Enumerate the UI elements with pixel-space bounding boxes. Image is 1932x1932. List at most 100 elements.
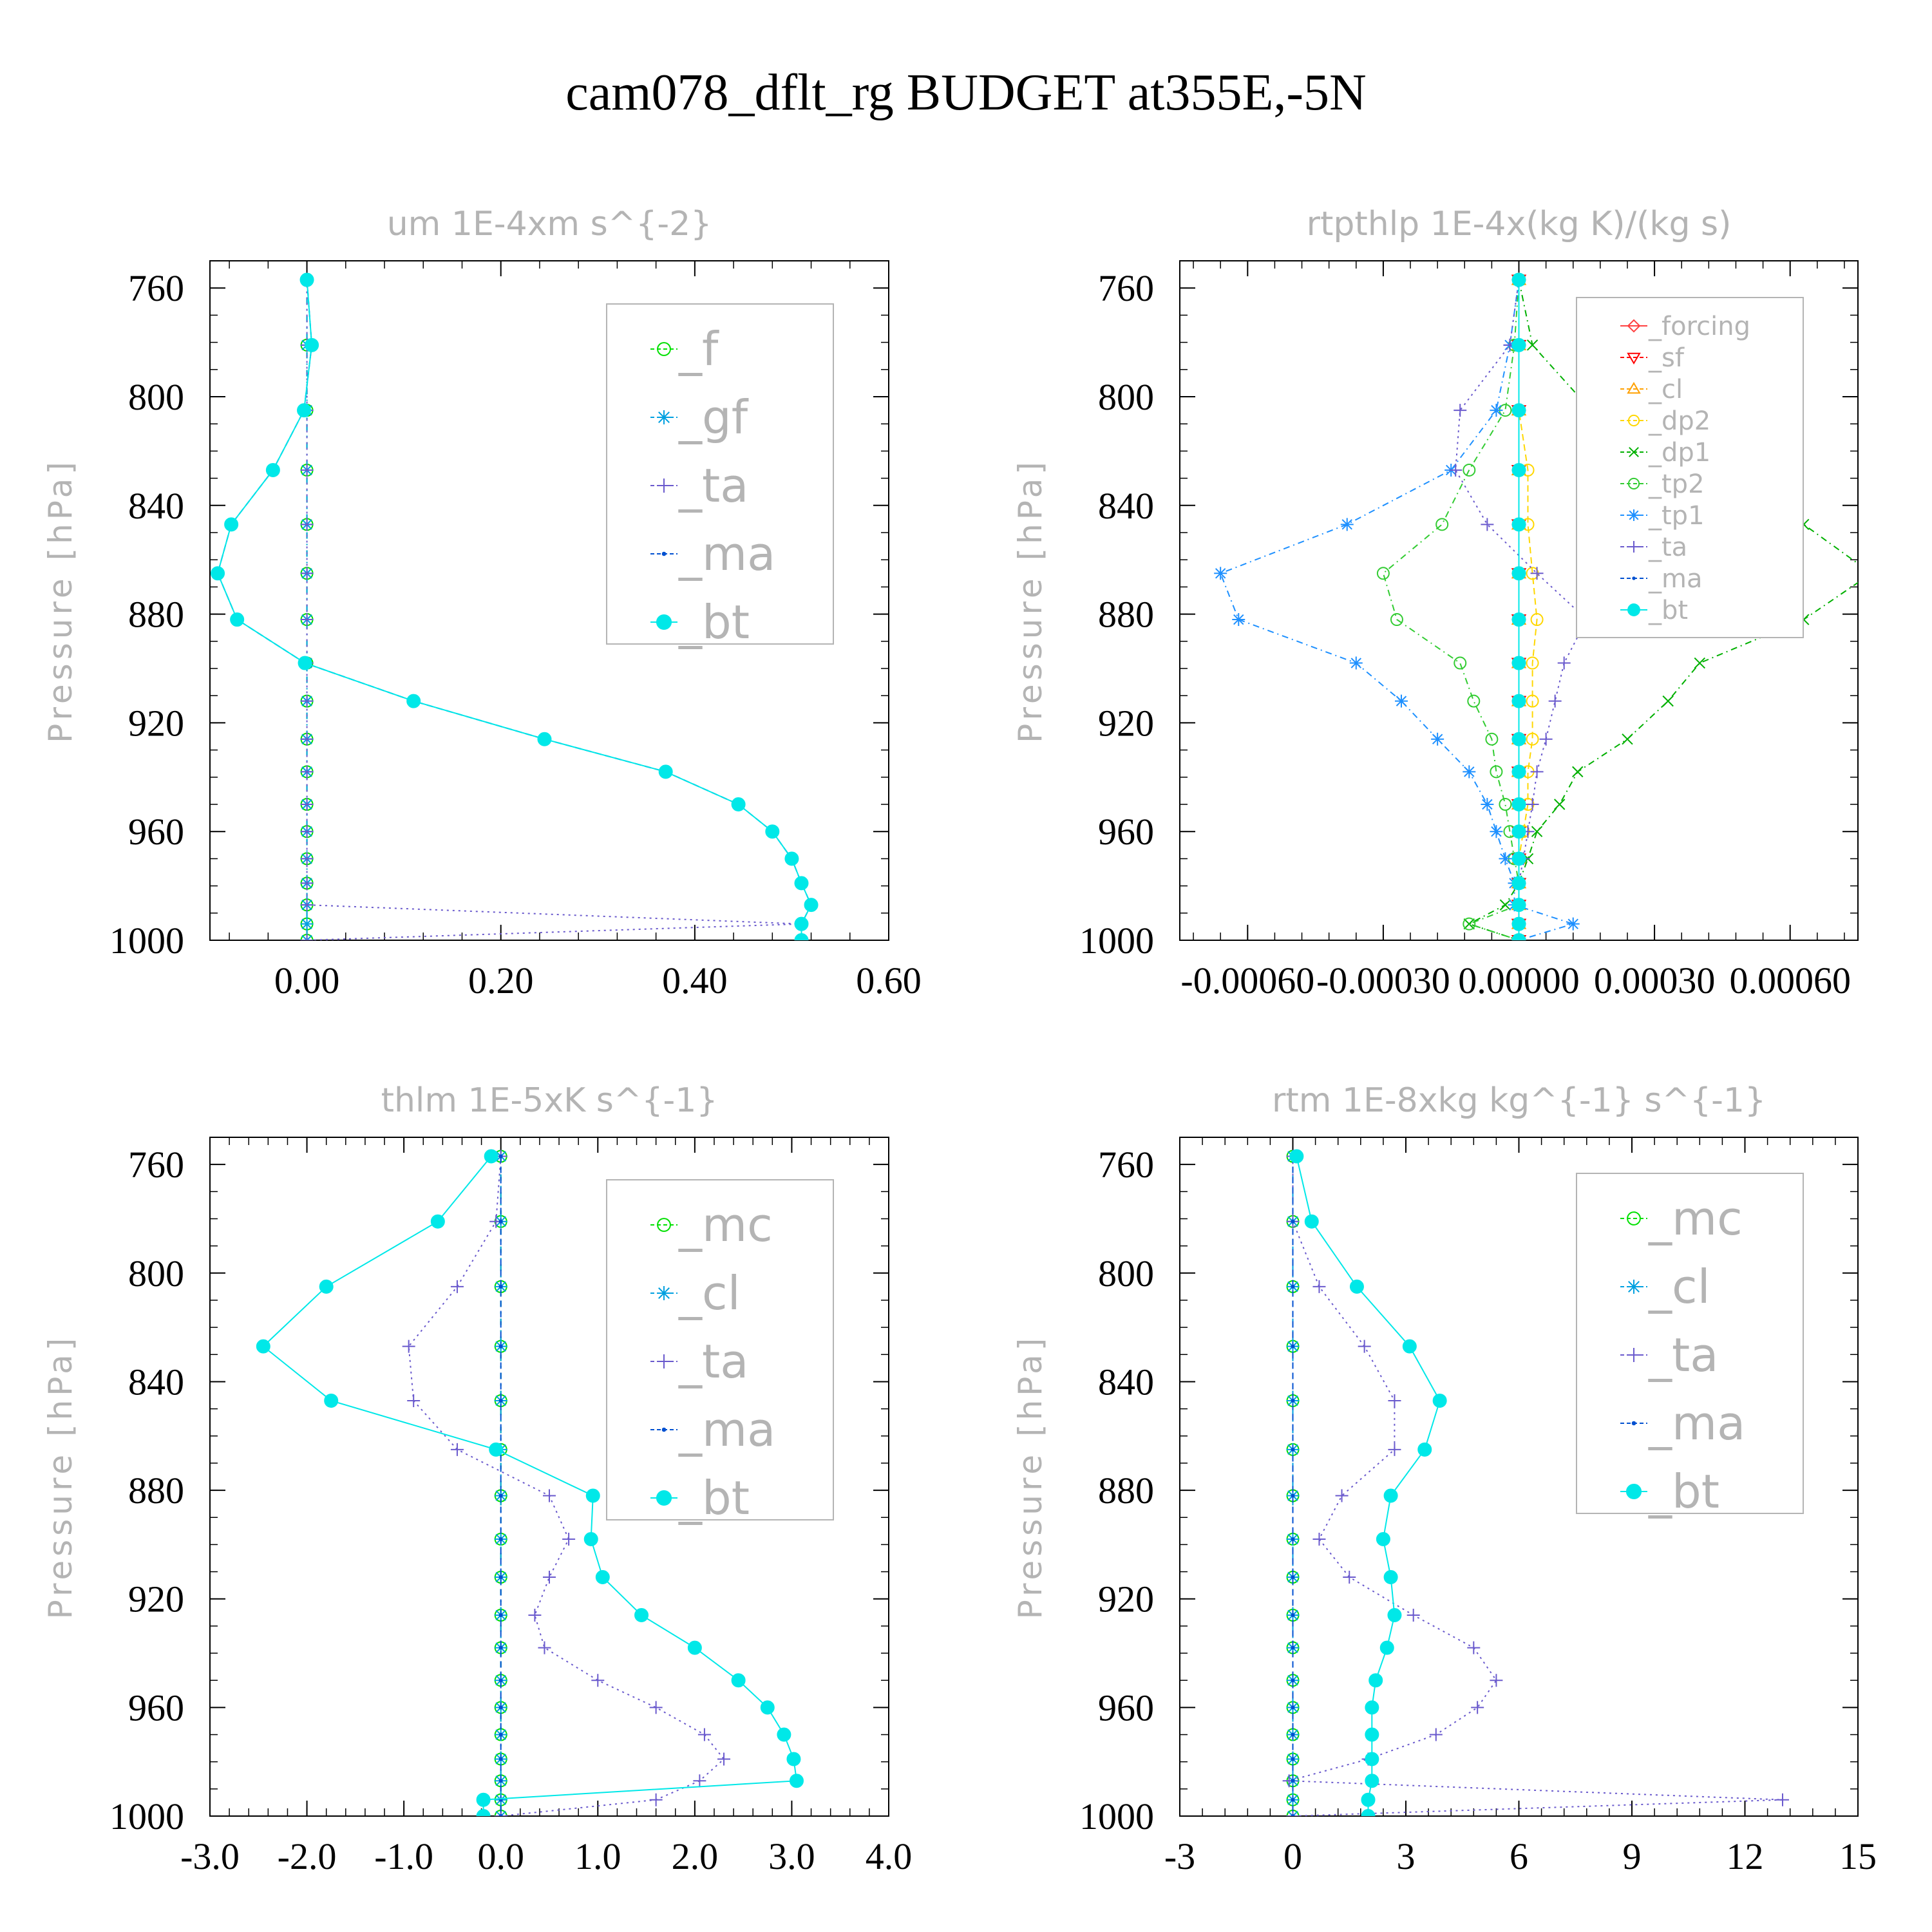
legend-marker (1629, 447, 1639, 457)
legend: _mc _cl _ta _ma _bt (606, 1179, 834, 1525)
legend-entry: _sf (1620, 343, 1685, 373)
data-point (406, 694, 421, 708)
series-bt (211, 272, 819, 940)
data-point (489, 1442, 504, 1457)
y-tick-label: 960 (128, 1687, 184, 1728)
data-point (1622, 734, 1633, 745)
data-point (1511, 656, 1526, 670)
data-point (1511, 916, 1526, 931)
data-point (265, 462, 280, 477)
data-point (430, 1214, 445, 1229)
data-point (1553, 799, 1566, 810)
legend-marker (657, 1286, 671, 1300)
x-tick-label: 0.60 (856, 960, 922, 1001)
x-tick-label: 0.00060 (1729, 960, 1851, 1001)
panel-title: rtm 1E-8xkg kg^{-1} s^{-1} (1272, 1081, 1766, 1120)
data-point (784, 851, 799, 866)
data-point (1467, 1641, 1481, 1654)
data-point (1662, 695, 1674, 707)
data-point (794, 876, 809, 891)
y-tick-label: 840 (1098, 485, 1154, 527)
y-axis-label: Pressure [hPa] (1012, 458, 1049, 743)
data-point (498, 1219, 503, 1224)
data-point (1291, 1575, 1295, 1579)
data-point (543, 1489, 556, 1502)
data-point (297, 403, 312, 418)
data-point (1291, 1757, 1295, 1761)
data-point (1291, 1493, 1295, 1498)
legend-marker (657, 410, 671, 424)
data-point (649, 1701, 663, 1714)
data-point (1499, 852, 1512, 866)
data-point (1312, 1532, 1326, 1546)
data-point (476, 1792, 491, 1807)
data-point (1368, 1673, 1383, 1688)
data-point (1291, 1645, 1295, 1650)
y-tick-label: 880 (1098, 594, 1154, 636)
legend-marker (1627, 1211, 1641, 1226)
data-point (1291, 1705, 1295, 1710)
x-tick-label: 6 (1510, 1835, 1528, 1877)
legend-marker (1627, 414, 1640, 427)
series-line (1382, 279, 1520, 940)
x-tick-label: 2.0 (672, 1835, 719, 1877)
data-point (1499, 798, 1512, 811)
legend-marker (1627, 603, 1640, 616)
data-point (1548, 694, 1562, 708)
data-point (1379, 1640, 1394, 1655)
panel-title: thlm 1E-5xK s^{-1} (381, 1081, 718, 1120)
legend-marker (661, 551, 667, 556)
legend-label: _dp1 (1648, 438, 1710, 468)
x-tick-label: 9 (1623, 1835, 1642, 1877)
legend-marker (1627, 352, 1641, 365)
legend-entry: _tp1 (1620, 501, 1705, 531)
data-point (1530, 765, 1544, 779)
legend: _forcing_sf_cl_dp2_dp1_tp2_tp1_ta_ma_bt (1576, 297, 1804, 638)
data-point (1511, 337, 1526, 352)
data-point (1383, 1488, 1398, 1503)
data-point (1490, 1674, 1503, 1687)
y-tick-label: 800 (1098, 1253, 1154, 1294)
legend-entry: _forcing (1620, 312, 1750, 341)
data-point (1365, 1700, 1379, 1715)
legend-marker (657, 478, 671, 493)
legend-marker (656, 614, 672, 630)
legend-label: _tp1 (1648, 501, 1705, 531)
chart-panel-3: thlm 1E-5xK s^{-1} Pressure [hPa] -3.0 -2.0… (42, 1081, 912, 1877)
data-point (1481, 518, 1494, 531)
y-tick-label: 960 (1098, 811, 1154, 853)
legend-marker (1628, 509, 1640, 521)
figure-title: cam078_dflt_rg BUDGET at355E,-5N (565, 64, 1367, 121)
legend-marker (1627, 1280, 1641, 1294)
data-point (498, 1613, 503, 1618)
legend-marker (657, 1354, 671, 1368)
legend-label: _ma (1648, 1396, 1745, 1450)
x-tick-label: 3 (1397, 1835, 1416, 1877)
data-point (1291, 1447, 1295, 1452)
data-point (1499, 899, 1511, 911)
legend-label: _ta (1648, 1328, 1718, 1382)
data-point (1291, 1398, 1295, 1403)
y-tick-label: 760 (1098, 1144, 1154, 1186)
data-point (687, 1640, 702, 1655)
data-point (230, 612, 245, 627)
legend-label: _bt (678, 595, 750, 649)
data-point (1511, 732, 1526, 746)
data-point (498, 1732, 503, 1737)
data-point (1463, 463, 1476, 477)
data-point (319, 1279, 334, 1294)
legend-entry: _ta (1620, 533, 1687, 562)
y-tick-label: 880 (1098, 1470, 1154, 1511)
data-point (1511, 612, 1526, 627)
data-point (498, 1344, 503, 1349)
data-point (538, 1641, 551, 1654)
data-point (298, 656, 312, 670)
legend-entry: _ma (1620, 1396, 1745, 1450)
data-point (1490, 765, 1503, 779)
series-line (1518, 279, 1538, 940)
data-point (1566, 917, 1580, 931)
data-point (1383, 1569, 1398, 1584)
data-point (1349, 656, 1363, 670)
data-point (1490, 825, 1503, 838)
data-point (498, 1779, 503, 1783)
